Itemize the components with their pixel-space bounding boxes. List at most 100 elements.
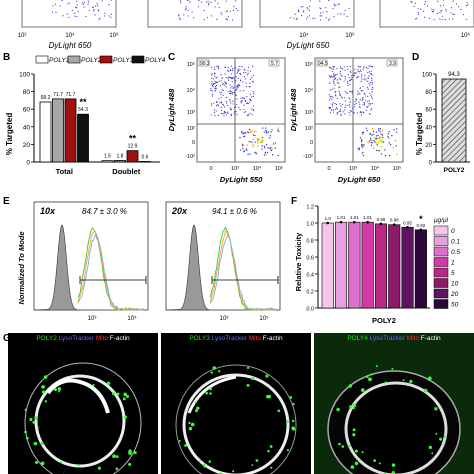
flow-event	[333, 68, 335, 70]
flow-event	[369, 113, 371, 115]
flow-event	[309, 5, 311, 8]
top-row-plots: DyLight 650 DyLight 650 10² 10⁴ 10⁶ 10⁴ …	[0, 0, 474, 50]
hist-mag-left: 10x	[40, 206, 56, 216]
flow-event	[347, 104, 349, 107]
flow-event	[211, 90, 213, 92]
flow-event	[221, 77, 223, 79]
legend-label: 10	[451, 281, 459, 288]
flow-event	[307, 8, 309, 10]
flow-event	[369, 133, 371, 136]
flow-event	[367, 67, 369, 69]
flow-event	[225, 111, 227, 114]
flow-event	[335, 4, 337, 6]
flow-event	[293, 17, 295, 19]
flow-event	[349, 70, 351, 72]
bar-poly1	[39, 101, 52, 163]
flow-event	[237, 84, 239, 86]
y-tick-label: 60	[23, 107, 31, 114]
legend-swatch	[433, 236, 449, 246]
toxicity-bar	[414, 229, 427, 309]
flow-event	[217, 105, 220, 107]
flow-event	[329, 112, 331, 114]
flow-event	[379, 130, 381, 133]
flow-event	[332, 102, 334, 104]
fluorescent-punctum	[188, 426, 193, 431]
flow-event	[216, 76, 218, 78]
flow-event	[344, 78, 346, 80]
flow-event-dense	[379, 137, 381, 140]
flow-event	[370, 144, 373, 146]
fluorescent-punctum	[25, 436, 29, 440]
flow-event	[361, 144, 363, 147]
flow-event	[371, 142, 373, 144]
flow-event	[363, 92, 365, 94]
flow-event	[361, 74, 363, 76]
flow-event	[85, 15, 87, 18]
flow-event	[343, 109, 346, 111]
fluorescent-punctum	[366, 375, 369, 379]
flow-event	[455, 3, 458, 5]
flow-event	[220, 74, 222, 76]
flow-event	[224, 81, 226, 83]
top-axis-label-2: DyLight 650	[287, 41, 330, 50]
flow-event	[329, 76, 331, 78]
category-label: POLY2	[444, 167, 465, 174]
fluorescent-punctum	[116, 392, 120, 396]
fluorescent-punctum	[212, 366, 217, 370]
bar-value-label: 0.99	[377, 217, 386, 222]
fluorescent-punctum	[352, 407, 356, 410]
flow-event	[379, 136, 381, 138]
flow-event	[214, 86, 217, 88]
flow-event	[437, 12, 439, 14]
flow-event	[214, 83, 216, 85]
flow-event	[328, 94, 330, 96]
panel-f-xlabel: POLY2	[372, 316, 396, 325]
flow-event	[221, 89, 223, 91]
flow-event	[186, 0, 189, 1]
y-tick-label: 100	[19, 72, 30, 79]
flow-event	[336, 68, 338, 70]
flow-event	[432, 11, 434, 13]
fluorescent-punctum	[232, 470, 235, 473]
y-tick-label: 0.0	[306, 307, 314, 313]
flow-event	[344, 113, 346, 115]
fluorescent-punctum	[435, 432, 438, 435]
flow-event	[212, 82, 214, 85]
bar-value-label: 71.7	[53, 92, 63, 98]
micrograph-3-svg	[314, 333, 474, 474]
category-label: Total	[56, 167, 73, 176]
flow-event	[361, 78, 363, 80]
flow-event	[333, 87, 335, 89]
flow-event	[246, 102, 248, 105]
flow-event	[359, 106, 361, 108]
flow-event	[248, 86, 250, 88]
flow-event	[212, 83, 214, 86]
top-row-dots	[51, 0, 469, 21]
toxicity-bar	[401, 226, 414, 309]
flow-event	[375, 149, 378, 151]
flow-event	[240, 149, 242, 151]
bar-value-label: 1.01	[363, 215, 372, 220]
flow-event	[331, 68, 333, 70]
flow-event	[347, 74, 350, 76]
flow-event	[328, 107, 330, 109]
flow-event	[334, 74, 337, 76]
fluorescent-punctum	[246, 383, 250, 387]
flow-event	[329, 97, 332, 99]
flow-event	[245, 86, 247, 88]
flow-event	[210, 103, 212, 105]
fluorescent-punctum	[269, 445, 273, 448]
flow-event	[71, 9, 73, 11]
flow-event	[337, 3, 339, 5]
flow-event-dense	[380, 141, 383, 143]
flow-event	[365, 79, 367, 81]
flow-event	[93, 10, 95, 12]
flow-event	[352, 107, 354, 109]
flow-event	[179, 17, 181, 19]
flow-event	[346, 65, 349, 68]
flow-event	[338, 90, 340, 93]
flow-event	[350, 110, 353, 112]
flow-event	[230, 102, 232, 104]
flow-event	[329, 95, 331, 98]
panel-c-flow: 90.2 5.7 94.5 3.9 10⁵ 10⁴ 10³ 10² 0 -10²…	[167, 57, 404, 184]
